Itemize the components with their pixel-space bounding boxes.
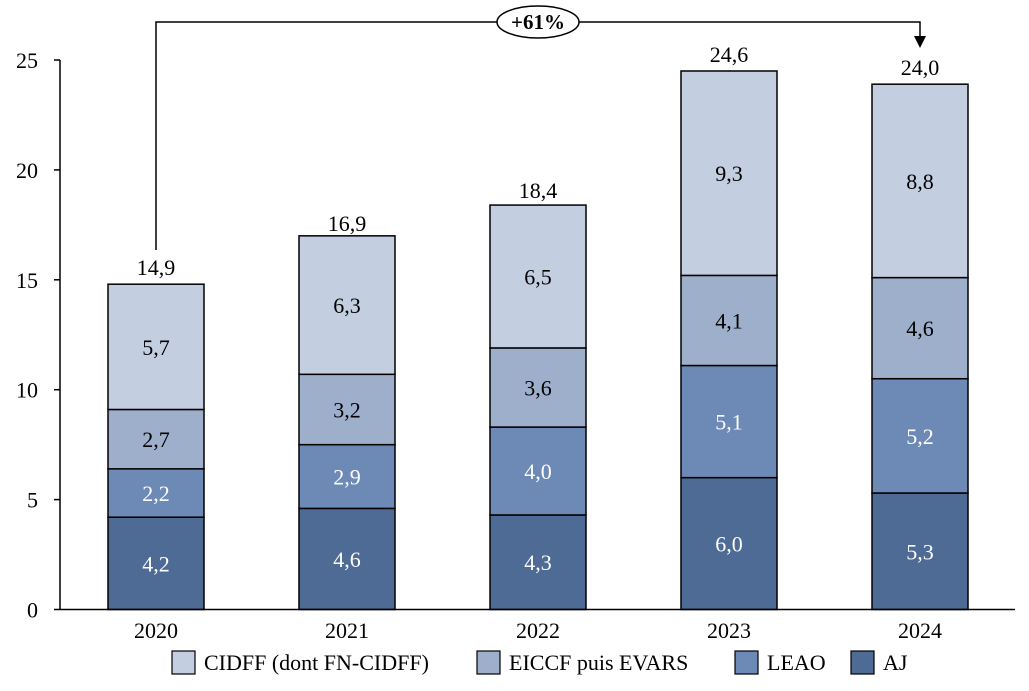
legend-label-0: CIDFF (dont FN-CIDFF) <box>204 650 429 675</box>
bar-segment-2023-s0 <box>680 476 778 611</box>
legend-swatch-3 <box>850 650 875 675</box>
segment-label-2021-s0: 4,6 <box>333 547 361 572</box>
segment-label-2024-s1: 5,2 <box>906 424 934 449</box>
y-tick-label-5: 5 <box>27 488 38 513</box>
bar-segment-2024-s0 <box>871 492 969 611</box>
segment-label-2022-s2: 3,6 <box>524 376 552 401</box>
legend-swatch-0 <box>171 650 196 675</box>
segment-label-2023-s3: 9,3 <box>715 161 743 186</box>
segment-label-2022-s1: 4,0 <box>524 459 552 484</box>
segment-label-2023-s2: 4,1 <box>715 308 743 333</box>
bar-segment-2021-s2 <box>298 373 396 446</box>
x-tick-label-2022: 2022 <box>516 618 560 643</box>
bar-segment-2022-s2 <box>489 347 587 428</box>
bar-segment-2023-s2 <box>680 274 778 367</box>
legend-swatch-2 <box>734 650 759 675</box>
bar-segment-2022-s1 <box>489 426 587 516</box>
y-tick-label-15: 15 <box>16 268 38 293</box>
bars-layer <box>107 70 969 611</box>
x-tick-label-2021: 2021 <box>325 618 369 643</box>
segment-label-2020-s3: 5,7 <box>142 335 170 360</box>
y-tick-label-20: 20 <box>16 158 38 183</box>
bar-segment-2024-s1 <box>871 377 969 494</box>
segment-label-2021-s2: 3,2 <box>333 397 361 422</box>
total-label-2020: 14,9 <box>137 255 176 280</box>
bar-segment-2024-s3 <box>871 83 969 279</box>
segment-label-2024-s3: 8,8 <box>906 169 934 194</box>
legend-label-3: AJ <box>883 650 908 675</box>
segment-label-2024-s0: 5,3 <box>906 539 934 564</box>
growth-annotation: +61% <box>155 5 926 250</box>
x-tick-label-2024: 2024 <box>898 618 942 643</box>
total-label-2024: 24,0 <box>901 55 940 80</box>
segment-label-2022-s3: 6,5 <box>524 265 552 290</box>
x-tick-label-2023: 2023 <box>707 618 751 643</box>
bar-segment-2021-s3 <box>298 235 396 376</box>
y-tick-label-10: 10 <box>16 378 38 403</box>
bar-segment-2021-s1 <box>298 443 396 510</box>
bar-segment-2020-s0 <box>107 516 205 611</box>
segment-label-2021-s3: 6,3 <box>333 293 361 318</box>
x-tick-label-2020: 2020 <box>134 618 178 643</box>
segment-label-2020-s1: 2,2 <box>142 481 170 506</box>
segment-label-2021-s1: 2,9 <box>333 465 361 490</box>
growth-badge <box>496 5 580 39</box>
legend-swatch-1 <box>476 650 501 675</box>
legend-label-2: LEAO <box>767 650 826 675</box>
total-label-2023: 24,6 <box>710 42 749 67</box>
bar-segment-2020-s1 <box>107 468 205 518</box>
bar-segment-2022-s3 <box>489 204 587 349</box>
segment-label-2020-s0: 4,2 <box>142 551 170 576</box>
bar-segment-2020-s3 <box>107 283 205 411</box>
legend-label-1: EICCF puis EVARS <box>509 650 688 675</box>
legend: CIDFF (dont FN-CIDFF) EICCF puis EVARS LEA… <box>171 650 908 675</box>
segment-label-2022-s0: 4,3 <box>524 550 552 575</box>
labels-layer: 4,2 2,2 2,7 5,7 14,9 4,6 2,9 3,2 6,3 16,9 4,3 4,0 3,… <box>137 42 940 577</box>
growth-badge-text: +61% <box>511 10 565 34</box>
segment-label-2023-s0: 6,0 <box>715 532 743 557</box>
segment-label-2023-s1: 5,1 <box>715 410 743 435</box>
total-label-2022: 18,4 <box>519 178 558 203</box>
segment-label-2020-s2: 2,7 <box>142 427 170 452</box>
y-tick-label-25: 25 <box>16 48 38 73</box>
total-label-2021: 16,9 <box>328 211 367 236</box>
bar-segment-2024-s2 <box>871 276 969 380</box>
segment-label-2024-s2: 4,6 <box>906 316 934 341</box>
arrow-down-icon <box>914 36 926 48</box>
bar-segment-2023-s3 <box>680 70 778 277</box>
axes-layer: 2020 2021 2022 2023 2024 0 5 10 15 20 25 <box>16 48 1015 643</box>
y-tick-label-0: 0 <box>27 598 38 623</box>
